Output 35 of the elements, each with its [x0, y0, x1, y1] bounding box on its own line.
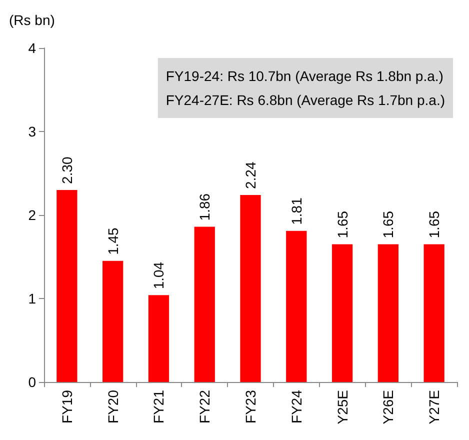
bar	[102, 260, 124, 382]
x-tick-label: Y27E	[426, 390, 442, 424]
data-label: 2.30	[58, 156, 75, 184]
bar	[240, 194, 261, 382]
bar	[332, 244, 353, 382]
bar	[194, 226, 215, 382]
x-tick-label: Y25E	[334, 390, 350, 424]
data-label: 1.81	[288, 197, 304, 225]
x-tick-label: FY24	[288, 390, 304, 424]
data-label: 1.86	[196, 193, 213, 221]
y-tick-label: 1	[28, 290, 36, 306]
data-label: 1.45	[104, 227, 121, 255]
y-tick-label: 2	[28, 207, 36, 223]
x-tick-label: FY19	[58, 390, 75, 424]
x-tick-label: FY20	[104, 390, 121, 424]
bar	[424, 244, 444, 382]
data-label: 2.24	[242, 162, 258, 189]
x-tick-label: FY22	[196, 390, 213, 424]
data-label: 1.65	[380, 210, 396, 238]
x-tick-label: Y26E	[380, 390, 396, 424]
data-label: 1.65	[334, 210, 350, 238]
y-tick-label: 4	[28, 40, 36, 56]
bar	[148, 295, 170, 382]
y-tick-label: 0	[28, 374, 36, 390]
bar	[56, 190, 78, 382]
annotation: FY24-27E: Rs 6.8bn (Average Rs 1.7bn p.a.)	[166, 92, 446, 108]
data-label: 1.04	[150, 262, 167, 290]
bar	[286, 230, 307, 382]
data-label: 1.65	[426, 210, 442, 238]
y-tick-label: 3	[28, 124, 36, 140]
y-axis-title: (Rs bn)	[9, 12, 55, 28]
annotation: FY19-24: Rs 10.7bn (Average Rs 1.8bn p.a.)	[166, 68, 444, 84]
x-tick-label: FY21	[150, 390, 167, 424]
bar	[378, 244, 398, 382]
x-tick-label: FY23	[242, 390, 258, 424]
